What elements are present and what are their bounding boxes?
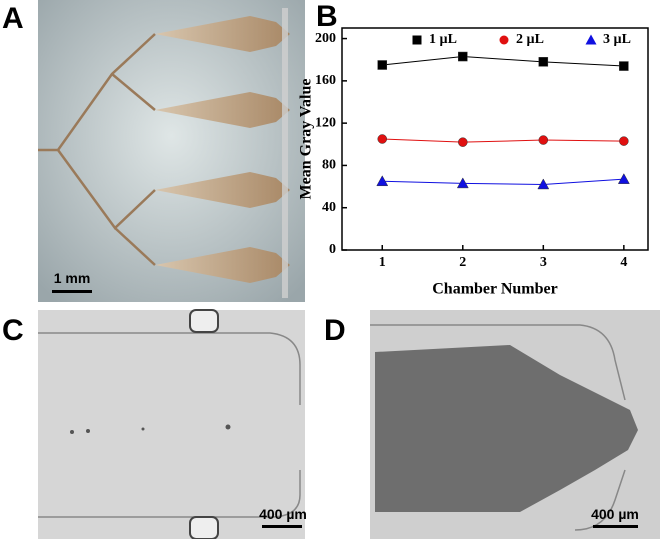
image-c: 400 µm — [38, 309, 307, 539]
series-line — [382, 178, 624, 185]
data-point — [377, 60, 388, 70]
x-axis-label: Chamber Number — [432, 281, 557, 298]
data-point — [617, 173, 630, 184]
x-tick-label: 1 — [379, 255, 386, 270]
x-tick-label: 2 — [459, 255, 466, 270]
legend-label: 3 µL — [603, 32, 631, 47]
series-line — [382, 56, 624, 67]
data-point — [538, 57, 549, 67]
series-line — [382, 138, 624, 143]
image-d: 400 µm — [370, 310, 660, 539]
y-tick-label: 0 — [329, 242, 336, 257]
data-point — [376, 175, 389, 187]
legend-label: 2 µL — [516, 32, 544, 47]
y-tick-label: 80 — [322, 158, 336, 173]
scale-bar-label: 400 µm — [259, 506, 307, 522]
legend-label: 1 µL — [429, 32, 457, 47]
panel-label: A — [2, 2, 24, 35]
data-point — [537, 178, 550, 190]
data-point — [458, 51, 468, 62]
panel-label: B — [316, 0, 338, 33]
data-point — [377, 134, 388, 144]
y-axis-label: Mean Gray Value — [298, 79, 315, 200]
image-a: 1 mm — [38, 0, 305, 302]
y-tick-label: 40 — [322, 200, 336, 215]
plot-frame — [341, 27, 649, 251]
x-tick-label: 4 — [620, 255, 627, 270]
data-point — [538, 135, 549, 145]
x-tick-label: 3 — [540, 255, 547, 270]
chart: 0 40 80 120 160 200 1 2 3 4 Chamber Number Mean Gra… — [298, 27, 649, 298]
legend-marker — [412, 35, 422, 45]
y-tick-label: 160 — [315, 73, 336, 88]
data-point — [458, 137, 468, 147]
legend-marker — [499, 35, 509, 45]
legend-marker — [585, 34, 597, 45]
y-tick-label: 120 — [315, 115, 336, 130]
y-tick-label: 200 — [315, 31, 336, 46]
data-point — [456, 177, 469, 189]
panel-label: C — [2, 314, 24, 347]
scale-bar-label: 400 µm — [591, 506, 639, 522]
data-point — [619, 61, 629, 71]
scale-bar-label: 1 mm — [54, 270, 91, 286]
panel-label: D — [324, 314, 346, 347]
data-point — [619, 136, 629, 146]
